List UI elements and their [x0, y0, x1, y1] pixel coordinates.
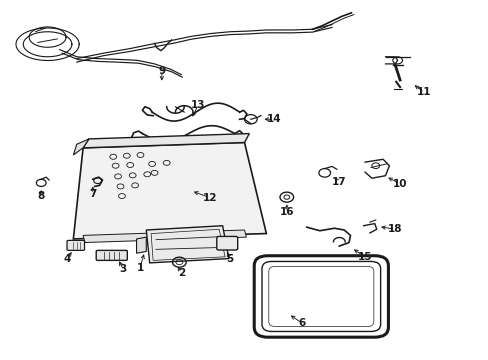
Text: 10: 10 [392, 179, 407, 189]
Text: 15: 15 [357, 252, 371, 262]
Text: 6: 6 [298, 318, 305, 328]
Text: 8: 8 [38, 191, 45, 201]
Text: 12: 12 [203, 193, 217, 203]
FancyBboxPatch shape [216, 237, 237, 250]
Polygon shape [83, 230, 246, 243]
Polygon shape [146, 226, 228, 263]
Polygon shape [73, 143, 266, 239]
Text: 2: 2 [177, 268, 184, 278]
Text: 14: 14 [266, 114, 281, 124]
Text: 11: 11 [416, 87, 431, 98]
FancyBboxPatch shape [96, 250, 127, 260]
Text: 17: 17 [331, 177, 346, 187]
Text: 18: 18 [387, 224, 402, 234]
Text: 9: 9 [158, 66, 165, 76]
Text: 7: 7 [89, 189, 96, 199]
Text: 16: 16 [279, 207, 293, 217]
FancyBboxPatch shape [67, 240, 84, 250]
Polygon shape [73, 139, 89, 155]
Text: 4: 4 [63, 253, 71, 264]
Text: 1: 1 [136, 262, 143, 273]
Polygon shape [83, 134, 249, 148]
Text: 5: 5 [226, 253, 233, 264]
Text: 13: 13 [191, 100, 205, 110]
Text: 3: 3 [119, 264, 126, 274]
Polygon shape [136, 237, 146, 253]
